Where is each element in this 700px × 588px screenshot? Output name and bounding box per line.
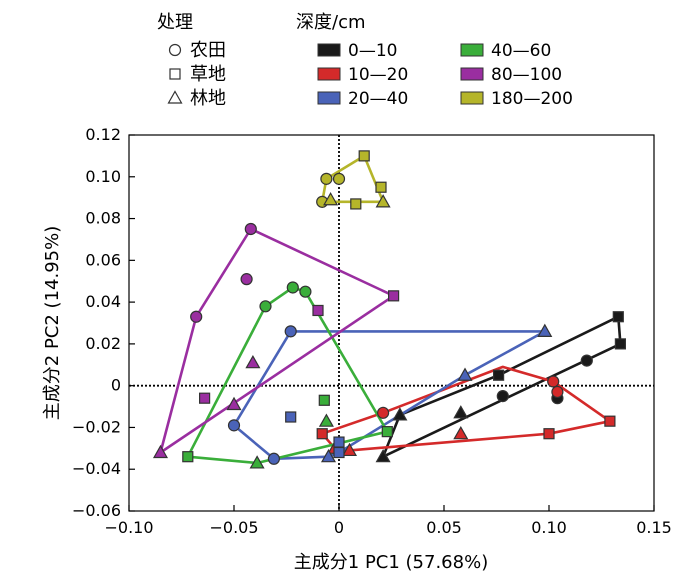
point-square	[199, 392, 211, 404]
point-square	[182, 451, 194, 463]
circle-marker-icon	[168, 43, 182, 57]
y-tick-label: −0.04	[72, 459, 121, 478]
legend-depth-label: 40—60	[491, 41, 551, 61]
point-square	[333, 436, 345, 448]
point-triangle	[453, 405, 469, 419]
point-square	[388, 290, 400, 302]
y-tick-label: 0.06	[85, 250, 121, 269]
point-triangle	[318, 413, 334, 427]
triangle-marker-icon	[167, 90, 183, 104]
hull-80—100	[159, 227, 395, 454]
hull-40—60	[186, 286, 389, 465]
y-tick-label: 0.04	[85, 292, 121, 311]
point-triangle	[457, 367, 473, 381]
point-triangle	[323, 192, 339, 206]
y-tick-label: 0.12	[85, 125, 121, 144]
x-tick-label: 0.05	[426, 518, 462, 537]
point-square	[604, 415, 616, 427]
point-triangle	[249, 455, 265, 469]
square-marker-icon	[169, 68, 181, 80]
legend-swatch	[460, 67, 484, 81]
x-tick-label: −0.10	[104, 518, 153, 537]
legend-treatment-label: 草地	[190, 64, 226, 85]
point-triangle	[341, 442, 358, 457]
point-circle	[547, 375, 560, 388]
point-triangle	[537, 323, 553, 337]
point-circle	[244, 222, 257, 236]
point-triangle	[375, 448, 391, 463]
point-triangle	[453, 425, 469, 440]
legend-depth-label: 180—200	[491, 89, 573, 109]
axis-ticks: −0.10 −0.05 0 0.05 0.10 0.15 −0.06 −0.04 −0.02 0 0…	[72, 125, 672, 537]
legend-depths: 0—10 10—20 20—40 40—60 80—100 180—200	[317, 41, 573, 109]
x-tick-label: 0.10	[531, 518, 567, 537]
point-square	[375, 181, 387, 193]
point-circle	[259, 300, 272, 313]
point-square	[318, 394, 330, 406]
y-tick-label: −0.06	[72, 501, 121, 520]
point-triangle	[152, 444, 169, 459]
y-tick-label: 0.08	[85, 209, 121, 228]
point-square	[316, 428, 328, 440]
y-tick-label: 0.02	[85, 334, 121, 353]
y-tick-label: −0.02	[72, 417, 121, 436]
point-square	[543, 428, 555, 440]
point-circle	[299, 285, 312, 298]
point-triangle	[245, 354, 261, 369]
x-tick-label: −0.05	[209, 518, 258, 537]
legend-swatch	[317, 91, 341, 105]
y-axis-label: 主成分2 PC2 (14.95%)	[42, 226, 63, 420]
point-circle	[190, 310, 203, 323]
point-triangle	[320, 448, 337, 463]
y-tick-label: 0.10	[85, 167, 121, 186]
legend-depth-label: 20—40	[348, 89, 408, 109]
legend-depth-label: 80—100	[491, 65, 562, 85]
legend-treatment-title: 处理	[157, 12, 193, 33]
legend-swatch	[460, 43, 484, 57]
point-triangle	[226, 396, 242, 411]
point-square	[612, 311, 624, 323]
legend-depth-title: 深度/cm	[296, 12, 366, 33]
y-tick-label: 0	[111, 376, 121, 395]
point-triangle	[392, 407, 408, 421]
point-square	[350, 198, 362, 210]
legend-swatch	[317, 67, 341, 81]
group-hulls	[159, 154, 622, 465]
x-tick-label: 0	[334, 518, 344, 537]
point-circle	[580, 354, 593, 367]
point-circle	[240, 273, 253, 286]
point-square	[493, 369, 505, 381]
point-circle	[320, 172, 333, 185]
legend-depth-label: 10—20	[348, 65, 408, 85]
point-square	[333, 446, 345, 459]
point-square	[358, 150, 370, 162]
legend-treatment-label: 农田	[190, 40, 226, 61]
point-circle	[286, 281, 299, 294]
point-square	[381, 426, 393, 438]
legend-depth-label: 0—10	[348, 41, 397, 61]
hull-0—10	[381, 315, 622, 459]
point-square	[312, 304, 324, 317]
point-circle	[377, 406, 390, 419]
point-circle	[267, 452, 280, 465]
x-tick-label: 0.15	[636, 518, 672, 537]
point-circle	[496, 390, 509, 403]
point-circle	[284, 325, 297, 338]
point-circle	[551, 385, 564, 399]
reference-lines	[129, 135, 654, 511]
point-square	[285, 411, 297, 423]
legend-swatch	[460, 91, 484, 105]
data-points	[152, 150, 627, 469]
plot-frame	[128, 134, 655, 512]
legend-swatch	[317, 43, 341, 57]
point-circle	[227, 419, 241, 432]
x-axis-label: 主成分1 PC1 (57.68%)	[294, 552, 488, 573]
legend-treatment-label: 林地	[190, 88, 226, 109]
point-triangle	[375, 194, 391, 208]
point-circle	[332, 172, 346, 185]
point-square	[614, 338, 627, 350]
